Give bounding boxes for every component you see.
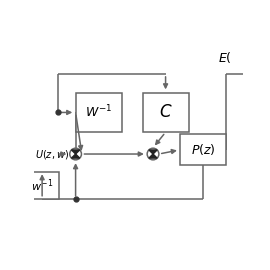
FancyBboxPatch shape <box>143 93 188 132</box>
Circle shape <box>147 148 159 160</box>
Polygon shape <box>149 154 157 158</box>
Text: $C$: $C$ <box>159 104 172 121</box>
Circle shape <box>70 148 82 160</box>
Text: $U(z,w)$: $U(z,w)$ <box>35 147 69 161</box>
Polygon shape <box>72 150 80 154</box>
FancyBboxPatch shape <box>180 134 226 166</box>
Polygon shape <box>149 150 157 154</box>
FancyBboxPatch shape <box>76 93 122 132</box>
Text: $w^{-1}$: $w^{-1}$ <box>31 177 53 194</box>
FancyBboxPatch shape <box>25 172 59 199</box>
Text: $E($: $E($ <box>218 50 232 65</box>
Text: $P(z)$: $P(z)$ <box>191 142 216 157</box>
Polygon shape <box>72 154 80 158</box>
Text: $W^{-1}$: $W^{-1}$ <box>85 104 112 121</box>
